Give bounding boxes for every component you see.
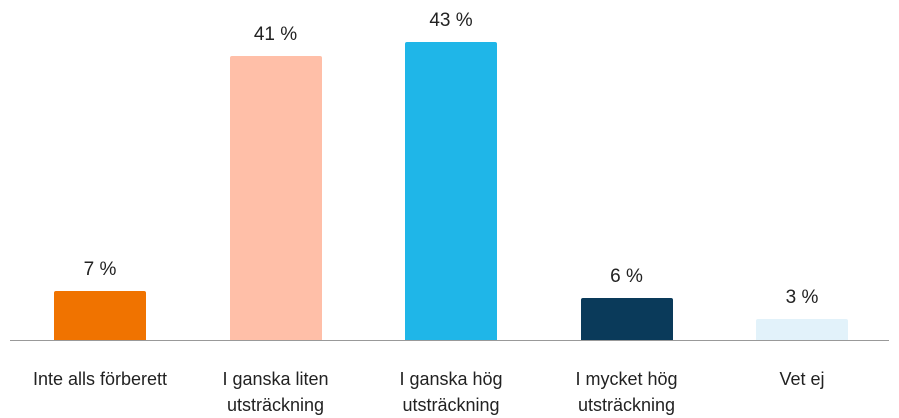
- x-tick-label: I ganska hög utsträckning: [399, 369, 503, 415]
- bar: [405, 42, 497, 340]
- bar: [580, 298, 673, 340]
- bar: [756, 319, 848, 340]
- axis-line: [10, 340, 889, 341]
- value-label: 7 %: [83, 259, 117, 281]
- x-tick-label: Inte alls förberett: [32, 369, 168, 389]
- value-label: 43 %: [429, 10, 473, 31]
- value-label: 3 %: [785, 287, 819, 309]
- bar: [54, 291, 146, 340]
- value-label: 41 %: [253, 23, 298, 45]
- x-tick-label: I ganska liten utsträckning: [222, 369, 329, 415]
- value-label: 6 %: [610, 266, 643, 288]
- x-tick-label: Vet ej: [779, 369, 825, 389]
- x-tick-label: I mycket hög utsträckning: [575, 369, 678, 415]
- bar: [229, 55, 322, 340]
